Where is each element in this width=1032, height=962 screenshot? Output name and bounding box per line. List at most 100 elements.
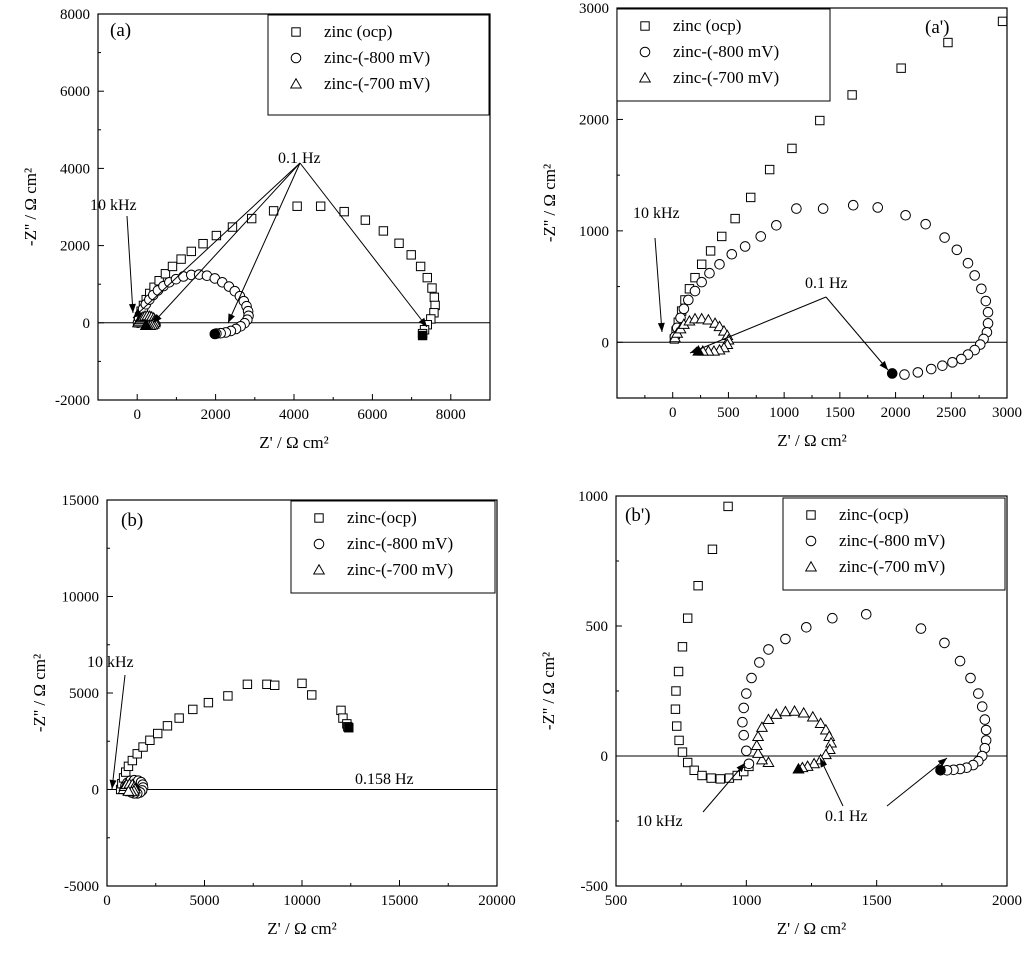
- data-point: [872, 202, 884, 213]
- legend-entry: zinc-(-700 mV): [673, 68, 779, 87]
- data-point: [827, 612, 838, 624]
- arrow-head: [133, 309, 142, 318]
- data-point: [920, 218, 931, 230]
- series-circle: [737, 609, 992, 776]
- x-tick-label: 1500: [862, 893, 892, 909]
- annotation-label: 0.1 Hz: [805, 275, 848, 292]
- annotation-arrow: [702, 762, 746, 813]
- data-point: [925, 363, 937, 375]
- annotation-label: 0.158 Hz: [355, 771, 414, 788]
- x-tick-label: 3000: [992, 405, 1022, 421]
- x-tick-label: 2500: [936, 405, 966, 421]
- data-point: [763, 644, 774, 655]
- x-tick-label: 2000: [201, 407, 231, 423]
- data-point: [672, 721, 682, 731]
- data-point: [697, 770, 707, 781]
- data-point: [739, 766, 749, 777]
- data-point-end: [139, 319, 152, 330]
- y-tick-label: 5000: [69, 686, 99, 702]
- arrow-head: [879, 360, 888, 370]
- y-tick-label: 6000: [60, 84, 90, 100]
- data-point: [696, 259, 707, 269]
- y-axis-label: -Z'' / Ω cm²: [539, 652, 558, 730]
- data-point: [153, 728, 163, 739]
- data-point: [807, 757, 821, 769]
- data-point: [415, 261, 426, 272]
- data-point: [912, 367, 924, 378]
- data-point: [122, 785, 135, 796]
- data-point: [706, 773, 716, 783]
- arrow-head: [820, 758, 828, 768]
- data-point: [973, 688, 984, 699]
- y-tick-label: 4000: [60, 161, 90, 177]
- legend-marker: [289, 77, 303, 89]
- legend-box: [267, 14, 490, 116]
- data-point: [673, 666, 684, 677]
- annotation-arrow: [886, 757, 948, 807]
- y-tick-label: 500: [586, 619, 609, 635]
- data-point: [427, 283, 437, 293]
- data-point: [900, 209, 911, 221]
- data-point: [847, 90, 857, 100]
- data-point: [980, 295, 992, 307]
- data-point: [227, 222, 238, 232]
- x-tick-label: 2000: [881, 405, 911, 421]
- data-point: [819, 748, 832, 760]
- annotation-arrow: [825, 296, 889, 371]
- data-point: [677, 747, 688, 757]
- data-point: [339, 206, 349, 217]
- data-point: [779, 705, 792, 717]
- data-point: [962, 257, 974, 269]
- x-tick-label: 5000: [190, 893, 220, 909]
- panel-label: (b'): [625, 505, 651, 526]
- data-point: [683, 294, 694, 306]
- data-point: [203, 697, 214, 708]
- arrow-head: [657, 322, 665, 332]
- data-point: [951, 244, 963, 256]
- arrow-head: [109, 779, 117, 789]
- legend: zinc (ocp) zinc-(-800 mV) zinc-(-700 mV): [616, 8, 831, 102]
- data-point: [997, 16, 1007, 27]
- data-point: [270, 680, 280, 690]
- y-tick-label: 2000: [60, 239, 90, 255]
- legend-marker: [312, 563, 326, 575]
- data-point-end: [344, 723, 354, 733]
- legend-entry: zinc (ocp): [324, 22, 392, 41]
- data-point: [860, 609, 872, 620]
- data-point: [806, 710, 819, 722]
- legend: zinc-(ocp) zinc-(-800 mV) zinc-(-700 mV): [290, 500, 496, 594]
- data-point: [145, 735, 155, 745]
- data-point: [315, 201, 326, 211]
- annotation-arrow: [654, 237, 663, 333]
- y-tick-label: -5000: [64, 879, 99, 895]
- data-point: [678, 303, 690, 315]
- data-point: [292, 201, 302, 211]
- arrow-head: [228, 313, 235, 323]
- data-point: [982, 318, 994, 329]
- panel-label: (b): [121, 510, 143, 531]
- legend-marker: [638, 71, 652, 83]
- data-point: [979, 714, 991, 725]
- legend-entry: zinc-(-800 mV): [347, 534, 453, 553]
- annotation-label: 10 kHz: [636, 813, 683, 830]
- data-point: [739, 241, 751, 252]
- data-point: [246, 213, 257, 224]
- annotation-label: 10 kHz: [87, 654, 134, 671]
- data-point: [788, 705, 801, 716]
- arrow-head: [736, 763, 745, 773]
- series-triangle: [668, 312, 735, 356]
- panel-a: 0 2000 4000 6000 8000 -2000 0 2000 4000 6000 8000 Z…: [21, 7, 491, 452]
- data-point: [743, 758, 755, 770]
- data-point: [186, 246, 196, 257]
- data-point: [956, 353, 967, 365]
- series-triangle: [117, 777, 141, 797]
- data-point: [982, 306, 994, 318]
- y-tick-label: 10000: [62, 590, 100, 606]
- data-point: [242, 679, 253, 690]
- data-point: [943, 37, 953, 48]
- data-point: [336, 705, 346, 716]
- data-point: [671, 686, 681, 696]
- data-point: [771, 219, 782, 231]
- data-point: [689, 765, 699, 775]
- x-tick-label: 1000: [731, 893, 761, 909]
